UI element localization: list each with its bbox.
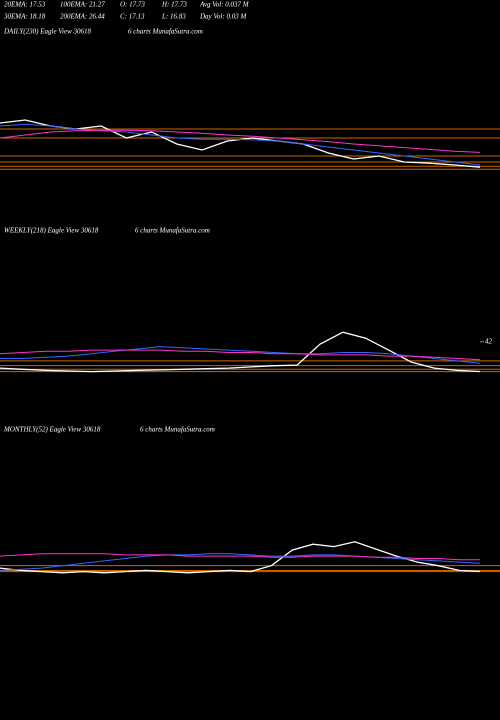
series-line — [0, 553, 481, 571]
chart-subtitle: 6 charts MunafaSutra.com — [128, 28, 203, 36]
stat: O: 17.73 — [120, 1, 145, 9]
stat: 30EMA: 18.18 — [3, 13, 46, 21]
chart-title: DAILY(230) Eagle View 30618 — [3, 28, 92, 36]
series-line — [0, 123, 481, 166]
series-line — [0, 349, 481, 361]
stat: C: 17.13 — [120, 13, 145, 21]
stat: Day Vol: 0.03 M — [199, 13, 247, 21]
chart-subtitle: 6 charts MunafaSutra.com — [135, 227, 210, 235]
stat: 200EMA: 26.44 — [60, 13, 105, 21]
chart-title: WEEKLY(218) Eagle View 30618 — [4, 227, 99, 235]
y-tick-label: 42 — [485, 337, 493, 345]
chart-subtitle: 6 charts MunafaSutra.com — [140, 426, 215, 434]
chart-title: MONTHLY(52) Eagle View 30618 — [3, 426, 101, 434]
series-line — [0, 553, 480, 561]
stat: H: 17.73 — [161, 1, 187, 9]
stat: 100EMA: 21.27 — [60, 1, 105, 9]
series-line — [0, 346, 481, 364]
stat: 20EMA: 17.53 — [4, 1, 46, 9]
stat: L: 16.83 — [161, 13, 186, 21]
series-line — [0, 129, 481, 153]
stat: Avg Vol: 0.037 M — [199, 1, 250, 9]
